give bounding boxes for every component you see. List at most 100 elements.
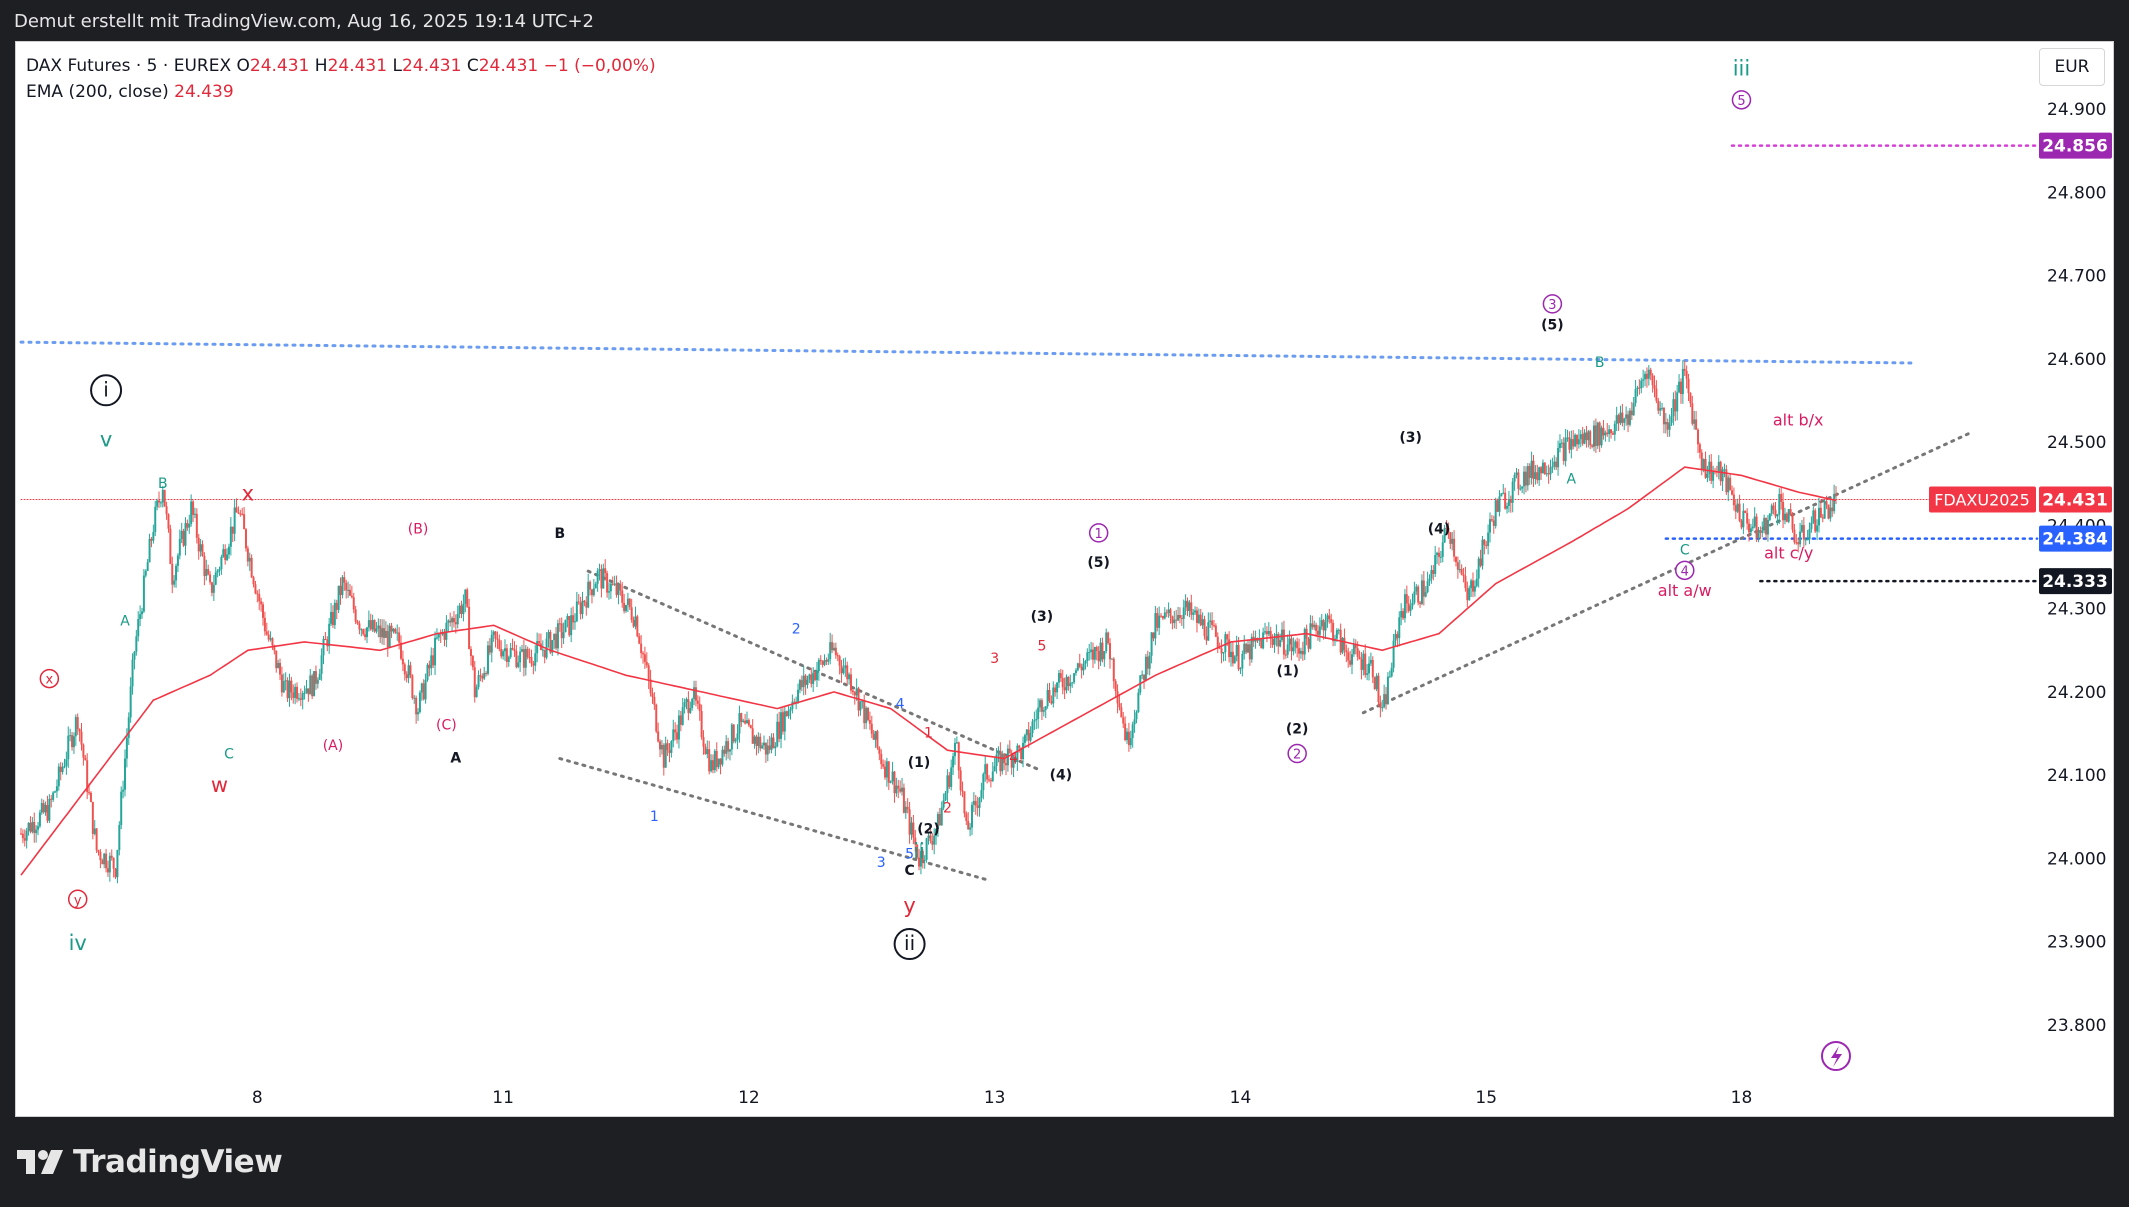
candle-body: [763, 742, 766, 746]
candle-body: [265, 631, 268, 635]
candle-body: [1388, 676, 1391, 678]
candle-body: [118, 824, 121, 851]
candle-body: [1173, 619, 1176, 624]
candle-body: [825, 660, 828, 662]
candle-body: [222, 549, 225, 557]
candle-body: [1835, 494, 1837, 496]
candle-body: [1282, 629, 1285, 655]
currency-button[interactable]: EUR: [2039, 48, 2105, 86]
symbol-tag: [1929, 486, 2036, 513]
y-tick-label: 24.600: [2047, 350, 2106, 370]
candle-body: [413, 697, 416, 699]
candle-body: [95, 828, 98, 851]
candle-body: [797, 689, 800, 702]
candle-body: [91, 801, 94, 834]
candle-body: [1116, 691, 1119, 704]
candle-body: [1783, 513, 1786, 521]
candle-body: [560, 623, 563, 639]
candle-body: [1417, 586, 1420, 603]
candle-body: [1167, 609, 1170, 613]
candle-body: [1591, 445, 1594, 447]
price-chart[interactable]: 8 11 12 13 14 15 1824.90024.80024.70024.60024.…: [16, 42, 2115, 1118]
candle-body: [607, 591, 610, 593]
candle-body: [1513, 474, 1516, 482]
candle-body: [89, 792, 92, 802]
candle-body: [1120, 707, 1123, 718]
candle-body: [536, 641, 539, 654]
candle-body: [776, 721, 779, 747]
candle-body: [1778, 494, 1781, 515]
candle-body: [1311, 623, 1314, 628]
candle-body: [823, 660, 826, 665]
candle-body: [819, 659, 822, 662]
candle-body: [1286, 644, 1289, 655]
candle-body: [1583, 432, 1586, 444]
candle-body: [1059, 673, 1062, 679]
candle-body: [258, 594, 261, 602]
candle-body: [1131, 724, 1134, 738]
candle-body: [772, 737, 775, 749]
candle-body: [1610, 429, 1613, 433]
candle-body: [721, 749, 724, 765]
candle-body: [55, 786, 58, 792]
candle-body: [918, 857, 921, 867]
candle-body: [989, 780, 992, 782]
candle-body: [914, 837, 917, 845]
candle-body: [1676, 392, 1679, 412]
candle-body: [1800, 525, 1803, 532]
candle-body: [1696, 429, 1699, 445]
candle-body: [1093, 647, 1096, 660]
candle-body: [804, 675, 807, 685]
wave-circle: [1542, 294, 1563, 314]
candle-body: [952, 756, 955, 768]
candle-body: [1248, 644, 1251, 660]
candle-body: [1042, 709, 1045, 712]
tradingview-logo-icon: [17, 1150, 63, 1174]
candle-body: [1419, 602, 1422, 604]
candle-body: [1194, 610, 1197, 613]
candle-body: [1691, 403, 1694, 424]
candle-body: [834, 647, 837, 656]
candle-body: [602, 568, 605, 589]
candle-body: [277, 662, 280, 669]
wave-label: (4): [1050, 767, 1073, 783]
candle-body: [262, 604, 264, 618]
candle-body: [961, 790, 964, 792]
candle-body: [123, 758, 126, 790]
candle-body: [144, 570, 147, 576]
candle-body: [1105, 632, 1108, 652]
wave-label: (1): [908, 755, 931, 771]
candle-body: [1468, 588, 1471, 601]
legend-ema-row[interactable]: EMA (200, close) 24.439: [26, 79, 656, 105]
candle-body: [647, 665, 650, 680]
wave-label: 5: [905, 846, 914, 862]
tradingview-logo-text: TradingView: [73, 1144, 283, 1180]
candle-body: [141, 611, 143, 615]
candle-body: [1712, 470, 1715, 481]
candle-body: [498, 639, 501, 650]
candle-body: [609, 583, 612, 592]
candle-body: [615, 583, 618, 595]
y-tick-label: 24.900: [2047, 100, 2106, 120]
candle-body: [1640, 380, 1643, 389]
tradingview-logo[interactable]: TradingView: [17, 1144, 283, 1180]
candle-body: [105, 853, 108, 869]
ema-line: [20, 466, 1837, 876]
candle-body: [553, 633, 556, 641]
candle-body: [1782, 501, 1785, 521]
candle-body: [1091, 649, 1094, 660]
candle-body: [757, 736, 760, 746]
candle-body: [589, 581, 592, 590]
candle-body: [1127, 731, 1130, 746]
candle-body: [326, 639, 329, 647]
legend-open-value: 24.431: [249, 56, 310, 76]
candle-body: [23, 838, 26, 841]
x-tick-label: 13: [984, 1088, 1006, 1108]
chart-frame[interactable]: 8 11 12 13 14 15 18 24.900 24.800 24.700 24.600 24.…: [15, 41, 2114, 1117]
candle-body: [426, 664, 429, 680]
candle-body: [895, 785, 898, 794]
candle-body: [681, 707, 684, 725]
wave-label: 1: [1095, 527, 1103, 542]
candle-body: [381, 628, 384, 638]
candle-body: [579, 602, 582, 615]
